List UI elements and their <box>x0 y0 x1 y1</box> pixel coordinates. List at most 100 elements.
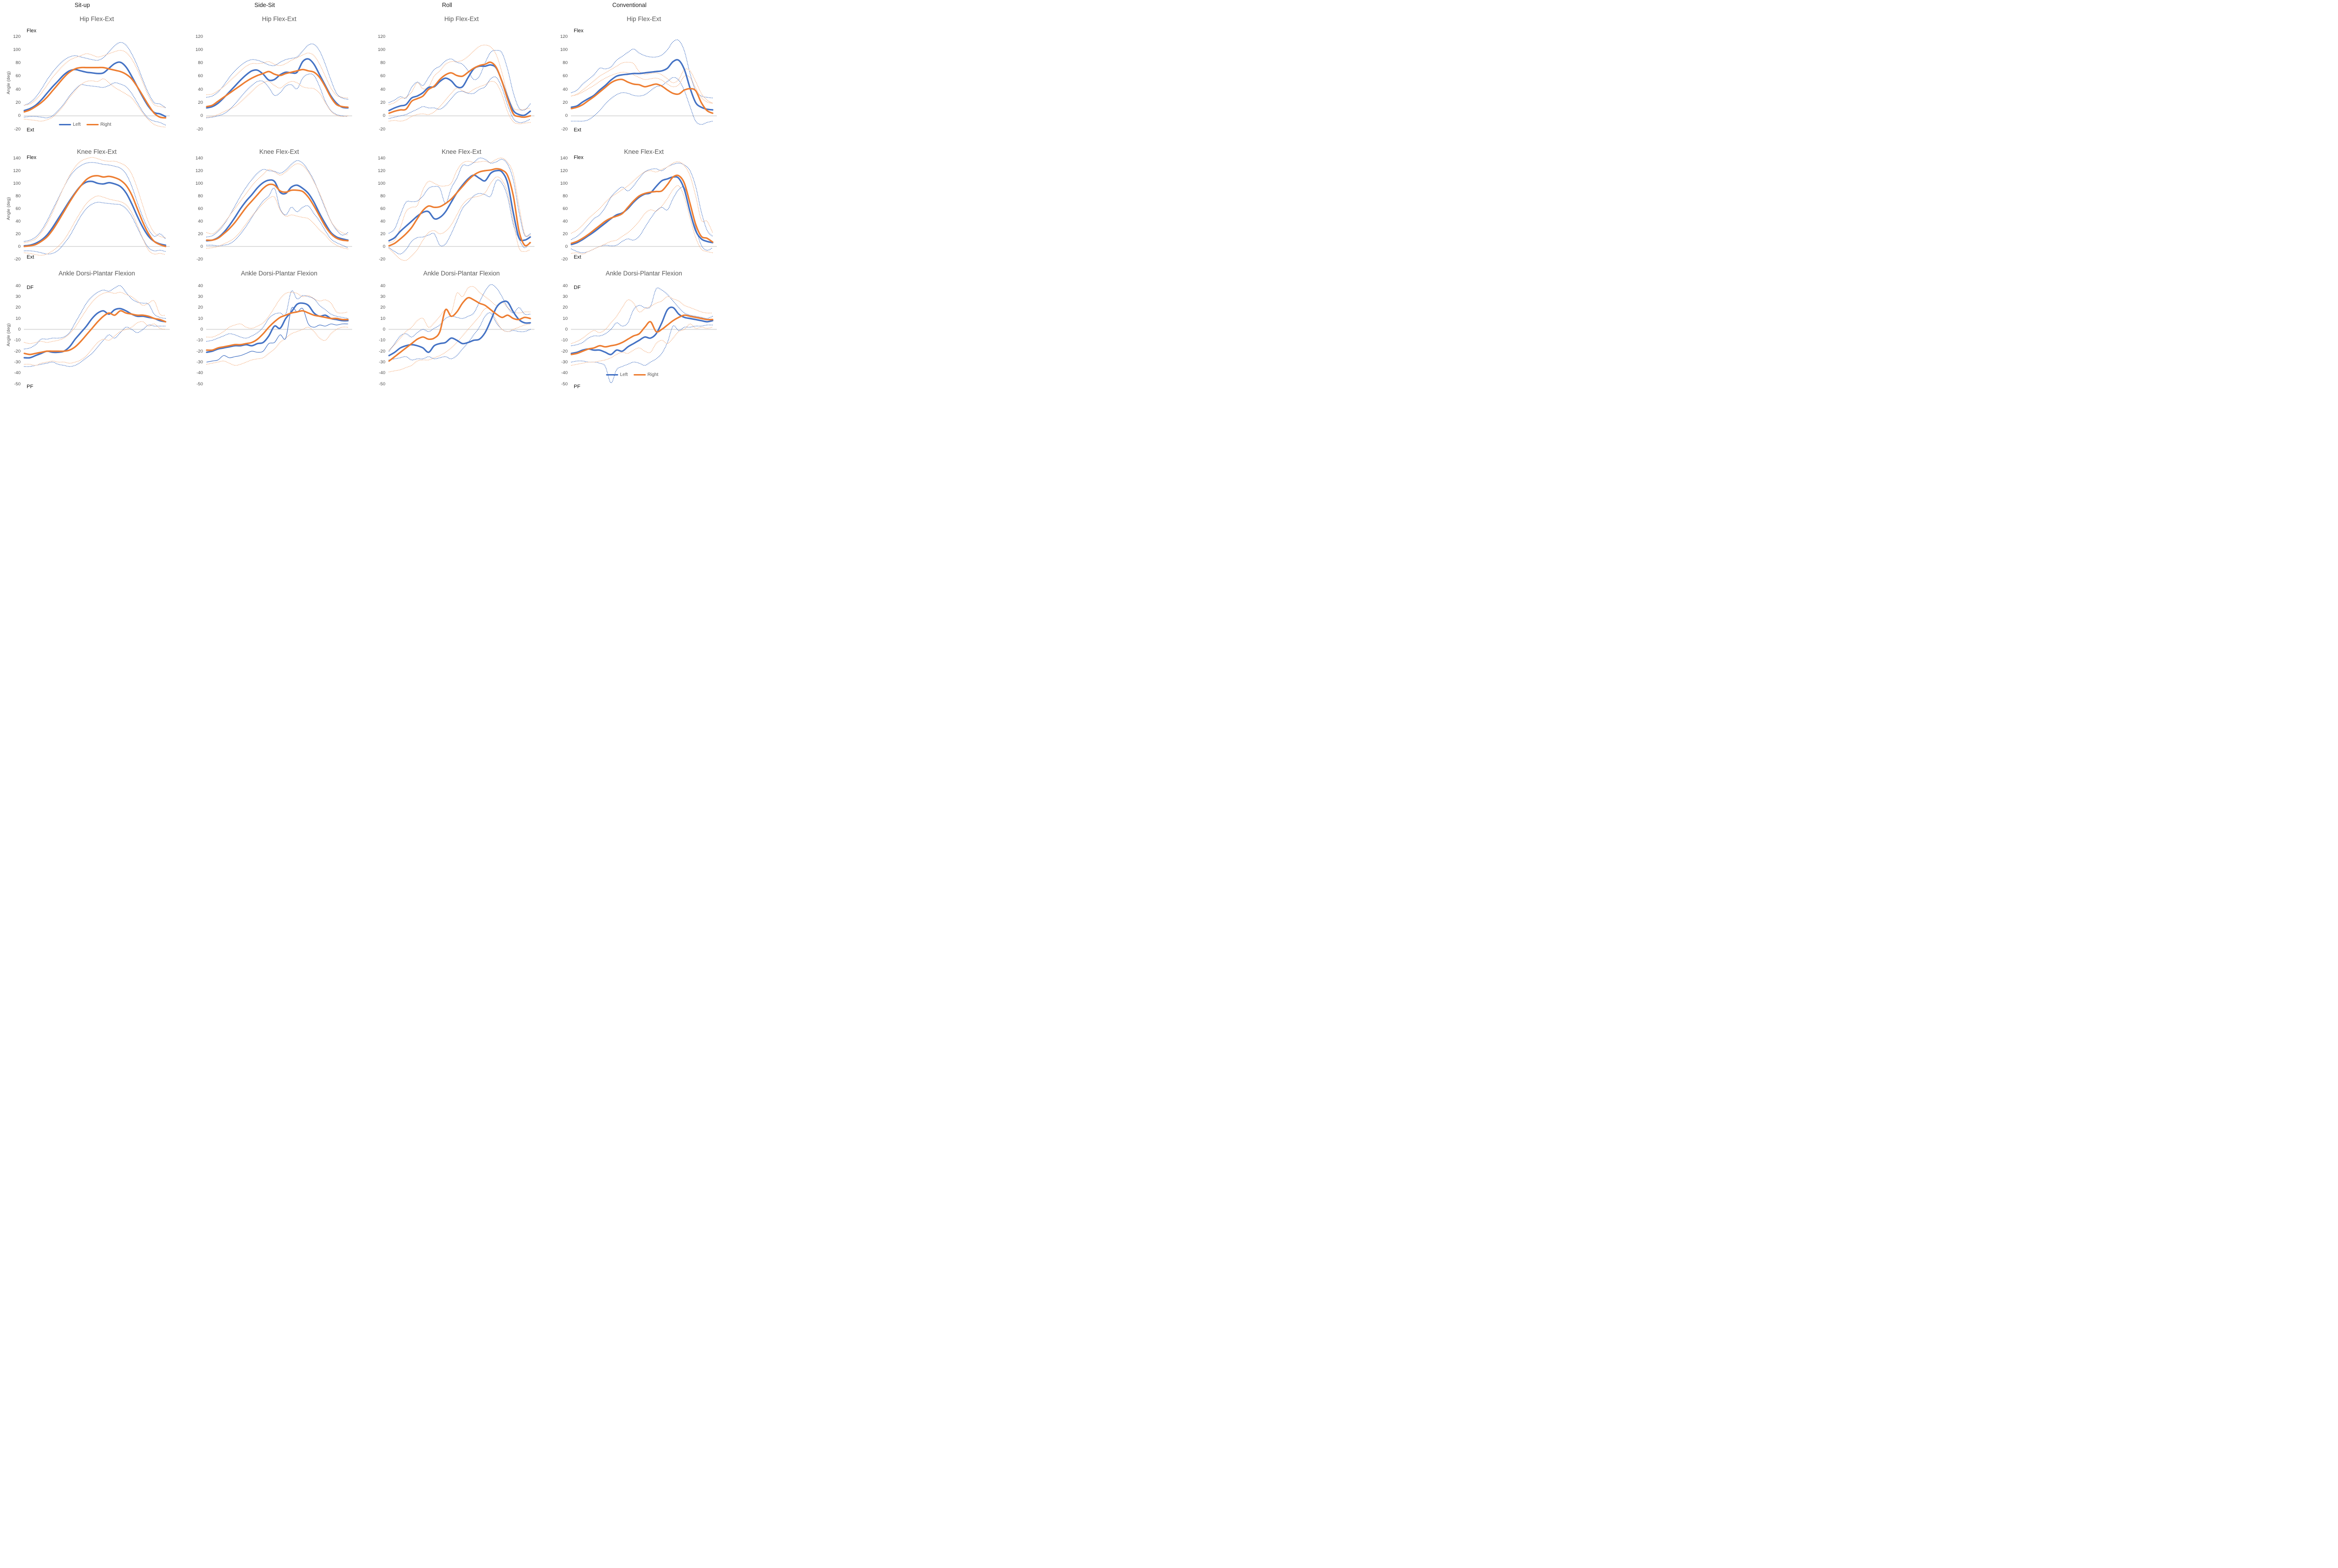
y-axis-tick: -30 <box>379 359 385 365</box>
chart-title: Knee Flex-Ext <box>77 148 117 155</box>
plot-area: DF PF <box>23 285 170 390</box>
plot-area <box>388 36 534 129</box>
chart-title: Ankle Dorsi-Plantar Flexion <box>58 270 135 277</box>
series-left-sd-upper-line <box>389 157 531 237</box>
series-left-sd-upper-line <box>206 290 348 342</box>
chart-canvas <box>206 160 352 250</box>
chart-side-sit-knee-flex-ext: Knee Flex-Ext 140 120 100 80 60 40 20 0 -20 <box>182 136 365 267</box>
y-axis-tick: -40 <box>14 370 21 376</box>
axis-direction-label-bottom: Ext <box>27 127 34 133</box>
y-axis-tick: 0 <box>200 244 203 249</box>
axis-direction-label-top: DF <box>574 285 581 290</box>
y-axis-tick: 60 <box>563 206 568 211</box>
y-axis-tick: 100 <box>560 47 568 52</box>
column-header-side-sit: Side-Sit <box>254 2 275 8</box>
chart-title: Ankle Dorsi-Plantar Flexion <box>241 270 318 277</box>
series-right-sd-upper-line <box>571 296 713 344</box>
series-left-sd-upper-line <box>571 162 713 240</box>
y-axis-tick: -20 <box>14 126 21 132</box>
series-right-sd-upper-line <box>389 44 531 110</box>
y-axis-tick: 120 <box>195 34 203 39</box>
y-axis-tick: -40 <box>561 370 568 376</box>
series-right-line <box>23 66 166 119</box>
y-axis-tick: 0 <box>18 244 21 249</box>
y-axis-tick: 40 <box>198 283 203 289</box>
y-axis-tick: 40 <box>198 87 203 92</box>
series-right-line <box>206 69 349 108</box>
y-axis-tick: 0 <box>200 326 203 332</box>
y-axis-tick: 10 <box>15 316 21 321</box>
y-axis-tick: 40 <box>563 218 568 224</box>
chart-canvas <box>206 43 352 118</box>
series-right-sd-upper-line <box>389 286 531 351</box>
y-axis-tick: 100 <box>13 47 21 52</box>
y-axis-tick: 0 <box>18 326 21 332</box>
series-left-sd-upper-line <box>206 43 348 100</box>
chart-title: Knee Flex-Ext <box>441 148 482 155</box>
y-axis-tick: 60 <box>380 206 385 211</box>
y-axis-tick: 100 <box>13 181 21 186</box>
plot-area <box>388 157 534 261</box>
series-right-sd-upper-line <box>206 52 348 99</box>
chart-conventional-ankle-dorsi-plantar-flexion: Ankle Dorsi-Plantar Flexion 40 30 20 10 0 -10 -… <box>547 267 729 392</box>
y-axis-tick: -40 <box>196 370 203 376</box>
series-right-line <box>570 314 714 355</box>
y-axis-tick: 10 <box>198 316 203 321</box>
y-axis-tick: 120 <box>560 168 568 173</box>
series-left-sd-upper-line <box>571 39 713 99</box>
chart-title: Knee Flex-Ext <box>624 148 664 155</box>
series-left-sd-lower-line <box>206 73 348 118</box>
y-axis-title: Angle (deg) <box>6 323 11 347</box>
series-right-line <box>388 61 531 118</box>
series-left-line <box>570 306 714 355</box>
y-axis-tick: 80 <box>198 193 203 199</box>
legend-right-swatch <box>86 123 99 126</box>
y-axis-tick: 10 <box>563 316 568 321</box>
y-axis-tick: 120 <box>195 168 203 173</box>
y-axis-tick: 20 <box>563 231 568 237</box>
chart-canvas <box>23 285 170 367</box>
column-header-roll: Roll <box>442 2 452 8</box>
chart-title: Knee Flex-Ext <box>259 148 299 155</box>
y-axis-tick: 60 <box>380 73 385 79</box>
y-axis-tick: 40 <box>380 87 385 92</box>
y-axis-tick: 20 <box>198 305 203 311</box>
y-axis-tick: 0 <box>382 326 385 332</box>
plot-area <box>206 36 352 129</box>
axis-direction-label-bottom: Ext <box>574 254 581 260</box>
y-axis-tick: 40 <box>198 218 203 224</box>
y-axis-tick: 40 <box>15 218 21 224</box>
series-left-line <box>206 302 349 353</box>
series-right-line <box>206 183 349 242</box>
chart-legend: Left Right <box>58 122 117 127</box>
axis-direction-label-bottom: Ext <box>27 254 34 260</box>
column-header-conventional: Conventional <box>612 2 647 8</box>
plot-area <box>206 158 352 259</box>
series-right-line <box>23 175 166 247</box>
y-axis-tick: 20 <box>198 231 203 237</box>
series-left-line <box>206 58 349 109</box>
series-right-line <box>23 310 166 355</box>
series-left-line <box>570 176 714 246</box>
plot-area: Flex Ext <box>570 28 717 133</box>
y-axis-tick: 30 <box>380 294 385 299</box>
y-axis-tick: 40 <box>15 283 21 289</box>
y-axis-tick: 0 <box>382 113 385 119</box>
y-axis-tick: 80 <box>15 60 21 66</box>
series-right-sd-upper-line <box>24 50 166 108</box>
chart-canvas <box>570 161 717 255</box>
chart-title: Ankle Dorsi-Plantar Flexion <box>606 270 682 277</box>
axis-direction-label-bottom: PF <box>574 384 581 390</box>
series-left-line <box>388 300 531 356</box>
kinematics-figure: Sit-up Side-Sit Roll Conventional Hip Fl… <box>0 0 730 392</box>
series-right-line <box>388 296 531 362</box>
y-axis-tick: -10 <box>14 338 21 343</box>
chart-conventional-knee-flex-ext: Knee Flex-Ext 140 120 100 80 60 40 20 0 -20 Flex Ex… <box>547 136 729 267</box>
chart-title: Hip Flex-Ext <box>444 15 479 22</box>
y-axis-tick: -50 <box>379 381 385 387</box>
plot-area: DF PF Left Right <box>570 285 717 390</box>
y-axis-tick: 60 <box>15 73 21 79</box>
series-right-sd-upper-line <box>24 157 166 243</box>
series-right-sd-lower-line <box>571 185 713 255</box>
y-axis-tick: -50 <box>14 381 21 387</box>
